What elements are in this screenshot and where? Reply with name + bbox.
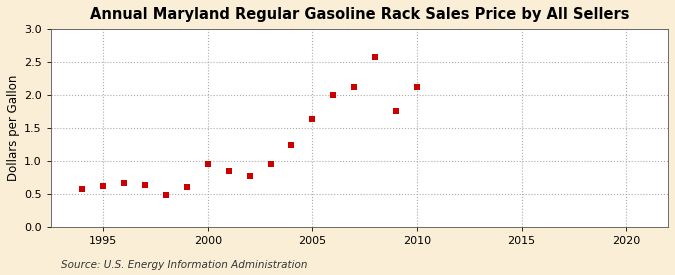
Point [307, 116, 318, 121]
Point [328, 93, 339, 98]
Text: Source: U.S. Energy Information Administration: Source: U.S. Energy Information Administ… [61, 260, 307, 270]
Point [370, 55, 381, 59]
Point [412, 85, 423, 89]
Y-axis label: Dollars per Gallon: Dollars per Gallon [7, 75, 20, 181]
Point [244, 174, 255, 178]
Point [161, 192, 171, 197]
Point [140, 183, 151, 188]
Point [98, 184, 109, 188]
Point [286, 143, 297, 147]
Point [119, 181, 130, 186]
Point [182, 185, 192, 189]
Point [265, 161, 276, 166]
Point [77, 186, 88, 191]
Point [223, 169, 234, 174]
Point [202, 161, 213, 166]
Title: Annual Maryland Regular Gasoline Rack Sales Price by All Sellers: Annual Maryland Regular Gasoline Rack Sa… [90, 7, 629, 22]
Point [391, 109, 402, 114]
Point [349, 85, 360, 89]
